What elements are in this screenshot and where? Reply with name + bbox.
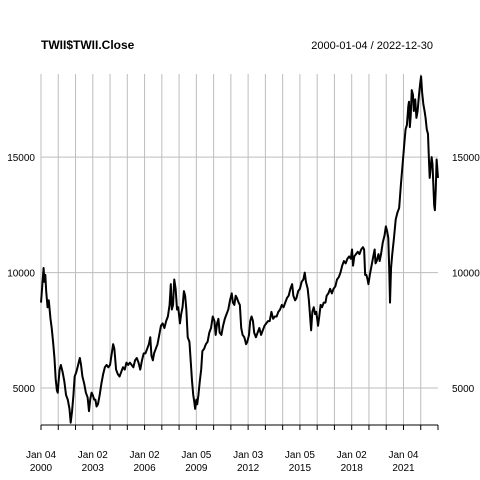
y-tick-label-left: 15000: [7, 153, 35, 164]
series-line: [40, 75, 439, 424]
x-tick-label: Jan 02: [130, 450, 160, 461]
x-tick-label: Jan 05: [285, 450, 315, 461]
y-tick-label-right: 10000: [452, 269, 480, 280]
x-tick-label: Jan 03: [233, 450, 263, 461]
x-tick-label: Jan 05: [181, 450, 211, 461]
chart-date-range: 2000-01-04 / 2022-12-30: [311, 40, 433, 52]
x-tick-label: Jan 04: [26, 450, 56, 461]
x-tick-label-year: 2018: [341, 463, 364, 474]
x-tick-label: Jan 04: [388, 450, 418, 461]
x-tick-label-year: 2000: [30, 463, 53, 474]
y-tick-label-left: 5000: [13, 384, 36, 395]
x-tick-label-year: 2006: [133, 463, 156, 474]
series: [40, 75, 439, 424]
x-tick-label-year: 2009: [185, 463, 208, 474]
y-tick-label-left: 10000: [7, 269, 35, 280]
x-tick-label-year: 2021: [392, 463, 415, 474]
x-tick-label-year: 2003: [82, 463, 105, 474]
chart-title: TWII$TWII.Close: [41, 38, 135, 52]
x-tick-label: Jan 02: [78, 450, 108, 461]
y-tick-label-right: 15000: [452, 153, 480, 164]
x-tick-label-year: 2015: [289, 463, 312, 474]
y-tick-label-right: 5000: [452, 384, 475, 395]
tick-labels: Jan 04 2000 Jan 02 2003 Jan 02 2006 Jan 05 2009…: [7, 153, 480, 474]
grid-lines: [40, 74, 438, 425]
x-tick-label: Jan 02: [337, 450, 367, 461]
axes: [40, 424, 439, 430]
x-tick-label-year: 2012: [237, 463, 260, 474]
